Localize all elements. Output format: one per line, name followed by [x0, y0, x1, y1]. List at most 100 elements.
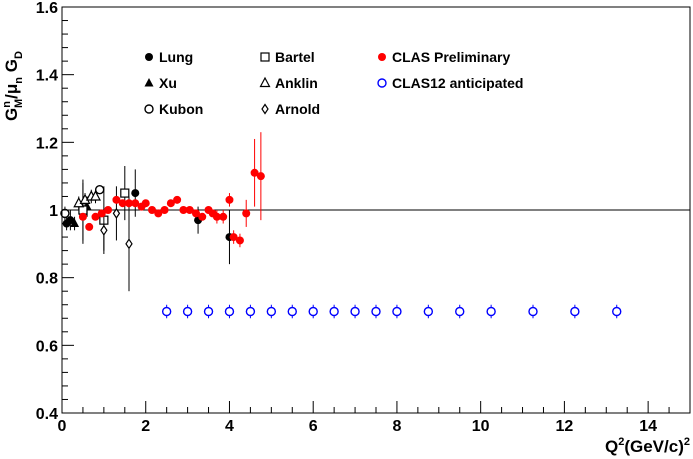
y-axis-tick-labels: 0.4 0.6 0.8 1 1.2 1.4 1.6 [36, 0, 58, 423]
series-anklin [73, 189, 101, 210]
clas-preliminary-point [250, 168, 259, 177]
clas-preliminary-point [118, 199, 127, 208]
legend-label-clas12-anticipated: CLAS12 anticipated [392, 75, 523, 91]
clas12-anticipated-point [612, 306, 622, 317]
x-tick-label: 2 [141, 418, 150, 435]
legend-marker-bartel [260, 52, 270, 62]
clas12-anticipated-point [203, 306, 214, 317]
y-tick-label: 1.6 [36, 0, 58, 17]
x-tick-label: 8 [392, 418, 401, 435]
x-tick-label: 6 [309, 418, 318, 435]
x-tick-label: 10 [472, 418, 490, 435]
legend-entry-anklin: Anklin [259, 75, 318, 91]
legend-entry-clas12-anticipated: CLAS12 anticipated [377, 75, 523, 91]
x-axis-title: Q2(GeV/c)2 [605, 436, 690, 456]
y-tick-label: 0.6 [36, 338, 58, 355]
clas-preliminary-point [256, 172, 265, 181]
y-tick-label: 0.4 [36, 406, 58, 423]
clas12-anticipated-point [371, 306, 381, 317]
bartel-point [120, 188, 130, 198]
legend-marker-kubon [144, 104, 154, 114]
axes: 0 2 4 6 8 10 12 14 0.4 0.6 0.8 1 1.2 1.4 1.6 [36, 0, 691, 435]
clas-preliminary-point [131, 199, 140, 208]
arnold-point [112, 207, 121, 219]
clas-preliminary-point [166, 199, 175, 208]
clas-preliminary-point [85, 222, 94, 231]
legend-entry-clas-preliminary: CLAS Preliminary [378, 49, 510, 65]
series-clas-preliminary [78, 132, 265, 248]
kubon-point [60, 208, 70, 219]
legend-label-lung: Lung [159, 49, 193, 65]
clas12-anticipated-point [245, 306, 256, 317]
clas-preliminary-point [154, 209, 163, 218]
legend: Lung Xu Kubon Bartel Anklin Arnold CLAS Prelim… [144, 49, 523, 117]
clas-preliminary-point [185, 206, 194, 214]
clas-preliminary-point [242, 209, 251, 218]
series-kubon [60, 184, 105, 221]
legend-label-kubon: Kubon [159, 101, 203, 117]
arnold-point [100, 224, 108, 236]
clas-preliminary-point [112, 195, 121, 204]
legend-entry-kubon: Kubon [144, 101, 203, 117]
y-axis-ticks [62, 6, 74, 414]
clas-preliminary-point [124, 199, 133, 208]
x-tick-label: 0 [58, 418, 67, 435]
x-axis-tick-labels: 0 2 4 6 8 10 12 14 [58, 418, 658, 435]
clas12-anticipated-point [423, 306, 434, 317]
legend-entry-bartel: Bartel [260, 49, 315, 65]
clas12-anticipated-point [287, 306, 297, 317]
y-tick-label: 1.2 [36, 135, 58, 152]
clas12-anticipated-point [224, 306, 235, 317]
legend-label-clas-preliminary: CLAS Preliminary [392, 49, 510, 65]
data-series-layer [60, 132, 622, 319]
x-tick-label: 12 [556, 418, 574, 435]
clas12-anticipated-point [570, 306, 580, 317]
clas-preliminary-point [141, 199, 150, 208]
clas-preliminary-point [225, 195, 234, 204]
clas-preliminary-point [198, 212, 207, 221]
legend-marker-arnold [261, 103, 269, 115]
legend-marker-clas12-anticipated [377, 78, 387, 88]
legend-entry-lung: Lung [145, 49, 193, 65]
legend-marker-clas-preliminary [378, 53, 386, 61]
clas-preliminary-point [179, 206, 188, 214]
legend-marker-anklin [259, 76, 271, 88]
clas12-anticipated-point [161, 306, 172, 317]
clas12-anticipated-point [329, 306, 339, 317]
clas12-anticipated-point [266, 306, 277, 317]
legend-entry-xu: Xu [144, 75, 177, 91]
kubon-point [94, 184, 105, 195]
legend-entry-arnold: Arnold [261, 101, 320, 117]
legend-marker-lung [145, 53, 153, 61]
clas-preliminary-point [229, 233, 238, 242]
clas12-anticipated-point [455, 306, 465, 317]
legend-label-anklin: Anklin [275, 75, 318, 91]
legend-label-xu: Xu [159, 75, 177, 91]
clas-preliminary-point [78, 212, 87, 221]
clas-preliminary-point [191, 209, 200, 218]
clas12-anticipated-point [308, 306, 318, 317]
clas12-anticipated-point [528, 306, 538, 317]
clas-preliminary-point [148, 206, 157, 214]
y-tick-label: 1 [49, 203, 58, 220]
y-tick-label: 1.4 [36, 68, 58, 85]
lung-point [66, 216, 75, 225]
legend-label-bartel: Bartel [275, 49, 315, 65]
legend-marker-xu [144, 78, 154, 87]
anklin-point [89, 190, 101, 201]
series-clas12-anticipated [161, 304, 622, 319]
x-tick-label: 14 [639, 418, 657, 435]
series-lung [62, 169, 234, 265]
lung-point [131, 189, 140, 198]
clas-preliminary-point [235, 236, 244, 245]
clas-preliminary-point [91, 212, 100, 221]
clas12-anticipated-point [350, 306, 360, 317]
arnold-point [125, 238, 133, 250]
legend-label-arnold: Arnold [275, 101, 320, 117]
clas-preliminary-point [104, 206, 113, 214]
y-axis-title: GnM/μn GD [1, 51, 25, 121]
clas-preliminary-point [160, 206, 169, 214]
y-tick-label: 0.8 [36, 271, 58, 288]
clas12-anticipated-point [392, 306, 402, 317]
